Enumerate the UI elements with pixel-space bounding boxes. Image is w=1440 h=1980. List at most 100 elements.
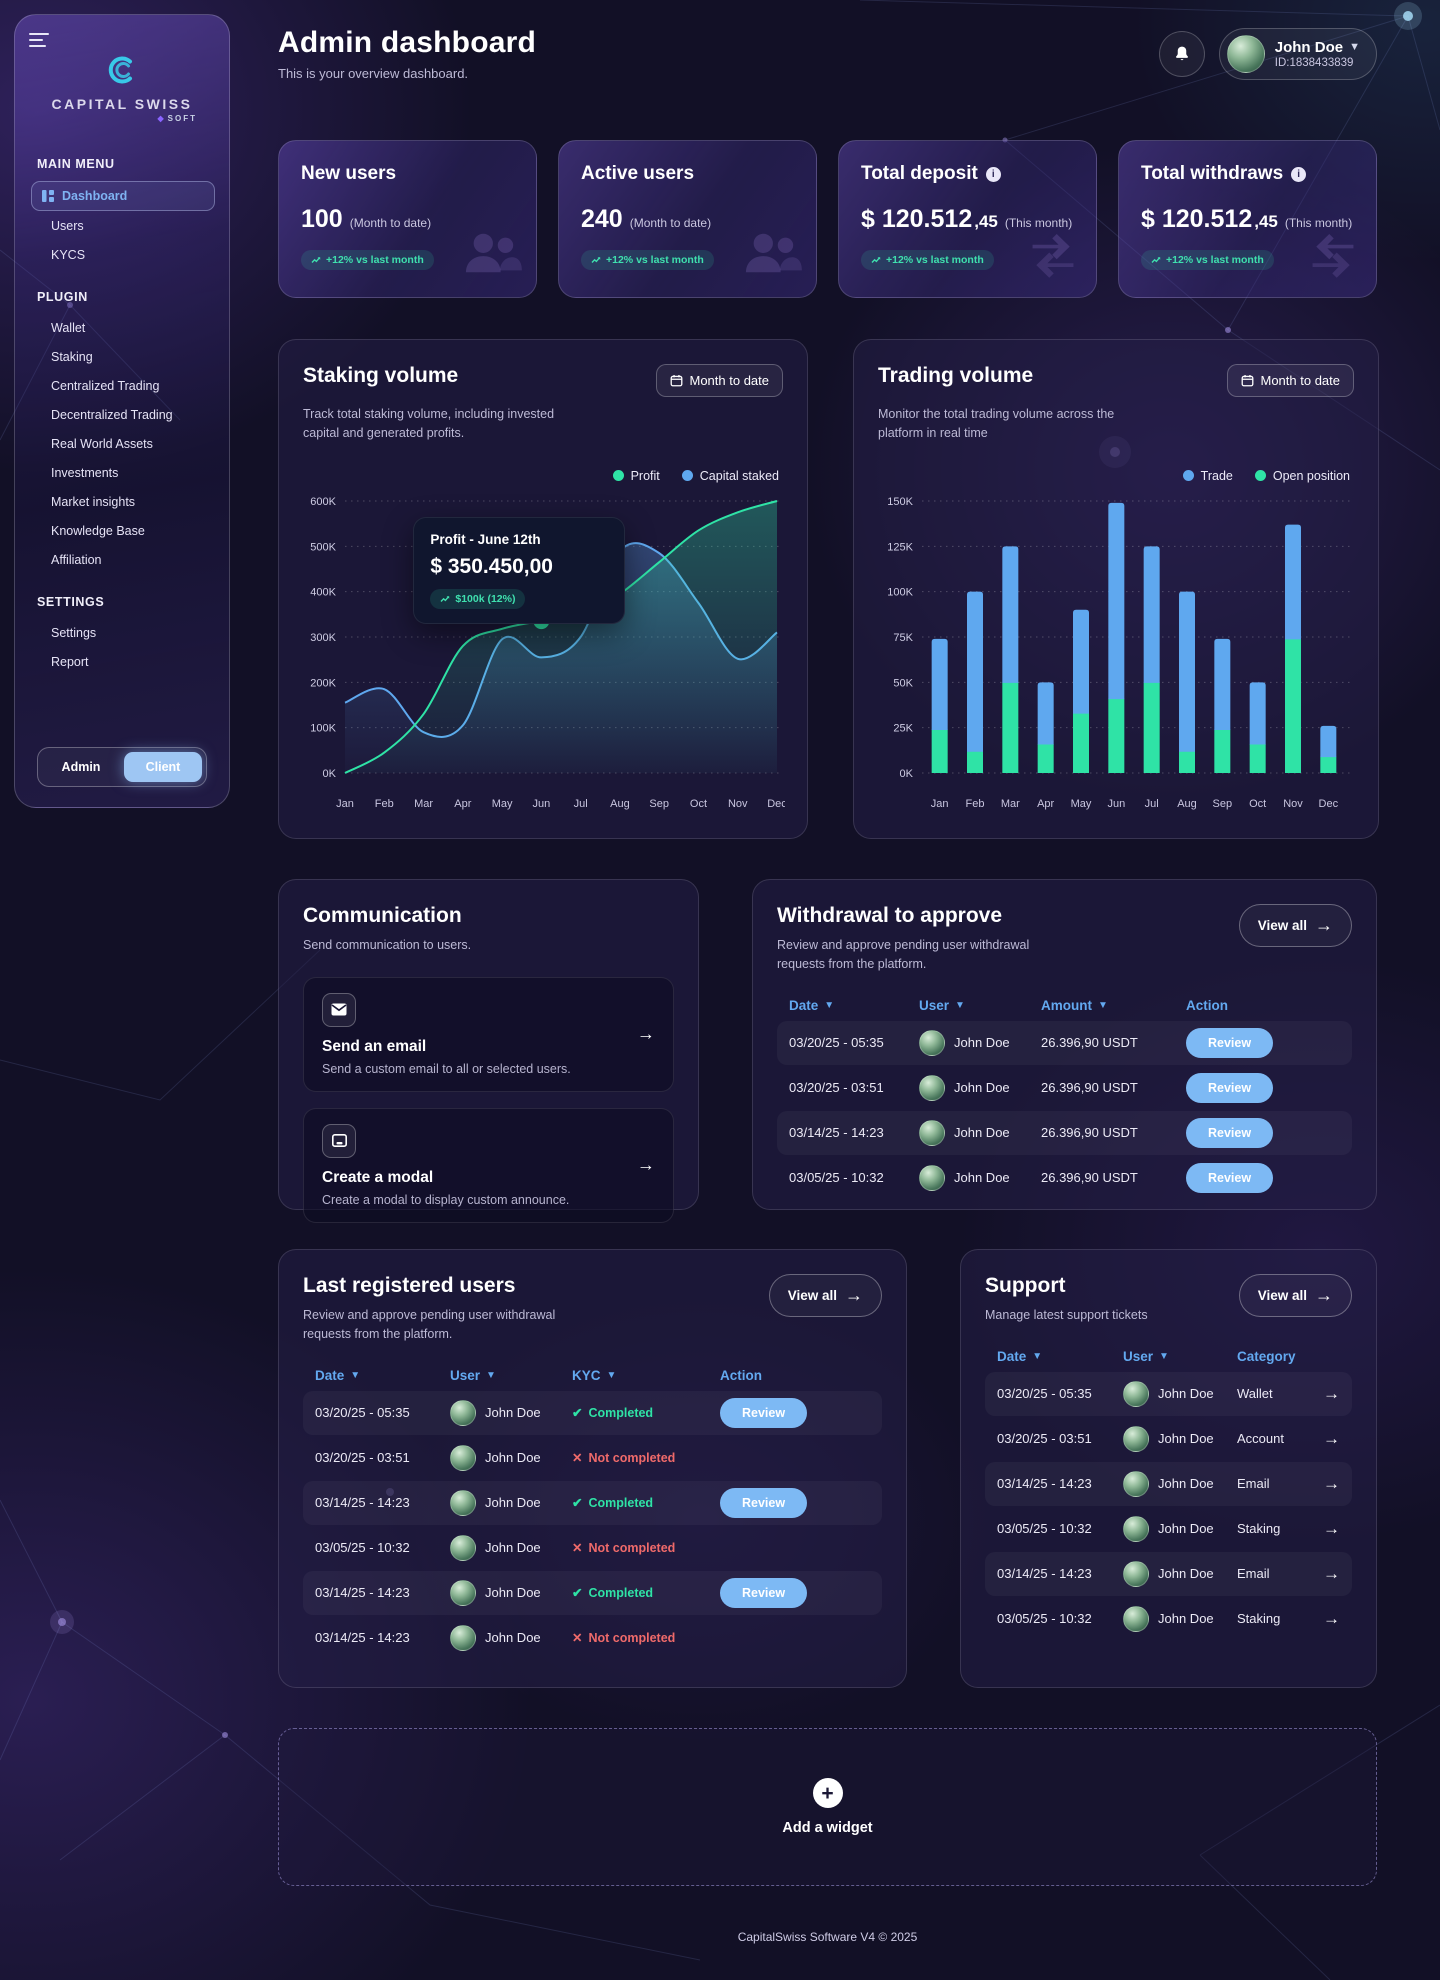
svg-text:Jun: Jun [1107, 798, 1125, 810]
cell-amount: 26.396,90 USDT [1041, 1125, 1138, 1140]
user-name: John Doe [1158, 1431, 1214, 1447]
comm-action-title: Send an email [322, 1037, 427, 1055]
column-header-kyc[interactable]: KYC ▼ [572, 1368, 617, 1383]
calendar-icon [1241, 374, 1253, 387]
sidebar-item-dashboard[interactable]: Dashboard [31, 181, 215, 211]
svg-text:Sep: Sep [649, 798, 669, 810]
sidebar-item-investments[interactable]: Investments [51, 466, 119, 480]
notifications-button[interactable] [1158, 30, 1205, 77]
review-button[interactable]: Review [720, 1577, 808, 1608]
sidebar-item-settings[interactable]: Settings [51, 626, 97, 640]
staking-desc: Track total staking volume, including in… [303, 407, 555, 440]
role-admin-button[interactable]: Admin [42, 752, 120, 782]
open-ticket-button[interactable]: → [1323, 1428, 1340, 1448]
svg-text:Mar: Mar [414, 798, 433, 810]
sidebar-item-kycs[interactable]: KYCS [51, 248, 86, 262]
column-header-date[interactable]: Date ▼ [789, 998, 835, 1013]
users-icon [740, 226, 802, 285]
sidebar-item-market-insights[interactable]: Market insights [51, 495, 136, 509]
svg-text:Jun: Jun [532, 798, 550, 810]
sidebar-item-wallet[interactable]: Wallet [51, 321, 86, 335]
withdrawals-view-all-button[interactable]: View all → [1238, 904, 1352, 947]
staking-period-button[interactable]: Month to date [655, 364, 783, 397]
calendar-icon [670, 374, 682, 387]
svg-text:Aug: Aug [610, 798, 630, 810]
review-button[interactable]: Review [1186, 1117, 1274, 1148]
legend-item-open-position: Open position [1254, 469, 1350, 483]
menu-toggle-icon[interactable] [29, 33, 49, 47]
user-name: John Doe [954, 1170, 1010, 1185]
svg-text:200K: 200K [310, 677, 336, 689]
column-header-user[interactable]: User ▼ [919, 998, 965, 1013]
add-widget-button[interactable]: + Add a widget [278, 1728, 1377, 1886]
stat-title: Total withdraws [1141, 163, 1284, 184]
kyc-status: ✕ Not completed [572, 1450, 676, 1466]
column-header-date[interactable]: Date ▼ [997, 1349, 1043, 1365]
svg-text:0K: 0K [900, 768, 914, 780]
svg-text:Dec: Dec [1319, 798, 1339, 810]
sidebar-item-real-world-assets[interactable]: Real World Assets [51, 437, 153, 451]
sidebar-item-staking[interactable]: Staking [51, 350, 93, 364]
table-row: 03/14/25 - 14:23 John Doe ✔ Completed Review [303, 1570, 882, 1615]
legend-item-trade: Trade [1182, 469, 1233, 483]
sidebar-item-decentralized-trading[interactable]: Decentralized Trading [51, 408, 173, 422]
sidebar-item-centralized-trading[interactable]: Centralized Trading [51, 379, 160, 393]
open-ticket-button[interactable]: → [1323, 1518, 1340, 1538]
support-view-all-button[interactable]: View all → [1238, 1274, 1352, 1317]
staking-title: Staking volume [303, 364, 459, 387]
stat-value: 240 [581, 205, 623, 233]
role-client-button[interactable]: Client [124, 752, 202, 782]
chevron-down-icon: ▼ [1349, 41, 1360, 53]
cell-date: 03/14/25 - 14:23 [315, 1495, 410, 1510]
sidebar-item-report[interactable]: Report [51, 655, 89, 669]
last-users-view-all-button[interactable]: View all → [768, 1274, 882, 1317]
comm-action-create-a-modal[interactable]: Create a modal Create a modal to display … [303, 1107, 674, 1223]
review-button[interactable]: Review [720, 1487, 808, 1518]
cell-date: 03/14/25 - 14:23 [997, 1566, 1092, 1582]
user-menu[interactable]: John Doe ▼ ID:1838433839 [1218, 27, 1377, 80]
comm-action-desc: Send a custom email to all or selected u… [322, 1061, 571, 1076]
avatar [450, 1444, 476, 1471]
column-header-date[interactable]: Date ▼ [315, 1368, 361, 1383]
info-icon[interactable]: i [1291, 166, 1307, 182]
sidebar-item-knowledge-base[interactable]: Knowledge Base [51, 524, 145, 538]
cell-date: 03/20/25 - 05:35 [789, 1035, 884, 1050]
avatar [450, 1624, 476, 1651]
cell-category: Account [1237, 1431, 1284, 1447]
user-name: John Doe [1158, 1476, 1214, 1492]
trading-period-button[interactable]: Month to date [1226, 364, 1354, 397]
trend-up-icon [1151, 257, 1161, 263]
open-ticket-button[interactable]: → [1323, 1563, 1340, 1583]
column-header-user[interactable]: User ▼ [450, 1368, 496, 1383]
open-ticket-button[interactable]: → [1323, 1608, 1340, 1628]
sort-caret-icon: ▼ [1098, 1000, 1108, 1011]
review-button[interactable]: Review [720, 1397, 808, 1428]
review-button[interactable]: Review [1186, 1072, 1274, 1103]
svg-text:400K: 400K [310, 586, 336, 598]
svg-text:Apr: Apr [1037, 798, 1054, 810]
svg-text:100K: 100K [887, 586, 913, 598]
trading-chart: 0K 25K 50K 75K 100K 125K 150K Jan Feb Mar Apr May Ju… [878, 489, 1354, 816]
column-header-user[interactable]: User ▼ [1123, 1349, 1169, 1365]
open-ticket-button[interactable]: → [1323, 1473, 1340, 1493]
cell-amount: 26.396,90 USDT [1041, 1170, 1138, 1185]
cell-date: 03/05/25 - 10:32 [997, 1611, 1092, 1627]
kyc-status: ✕ Not completed [572, 1630, 676, 1646]
cell-date: 03/14/25 - 14:23 [997, 1476, 1092, 1492]
comm-action-desc: Create a modal to display custom announc… [322, 1192, 570, 1207]
user-name: John Doe [1274, 38, 1344, 56]
sidebar-item-affiliation[interactable]: Affiliation [51, 553, 102, 567]
review-button[interactable]: Review [1186, 1027, 1274, 1058]
user-name: John Doe [954, 1035, 1010, 1050]
info-icon[interactable]: i [985, 166, 1001, 182]
sidebar-item-users[interactable]: Users [51, 219, 84, 233]
review-button[interactable]: Review [1186, 1162, 1274, 1193]
open-ticket-button[interactable]: → [1323, 1383, 1340, 1403]
avatar [919, 1119, 945, 1146]
svg-text:Feb: Feb [375, 798, 394, 810]
column-header-amount[interactable]: Amount ▼ [1041, 998, 1108, 1013]
nav-section-label: PLUGIN [37, 290, 88, 304]
stat-value-decimals: ,45 [1254, 212, 1278, 231]
comm-action-send-an-email[interactable]: Send an email Send a custom email to all … [303, 976, 674, 1092]
stat-period: (Month to date) [629, 216, 712, 230]
